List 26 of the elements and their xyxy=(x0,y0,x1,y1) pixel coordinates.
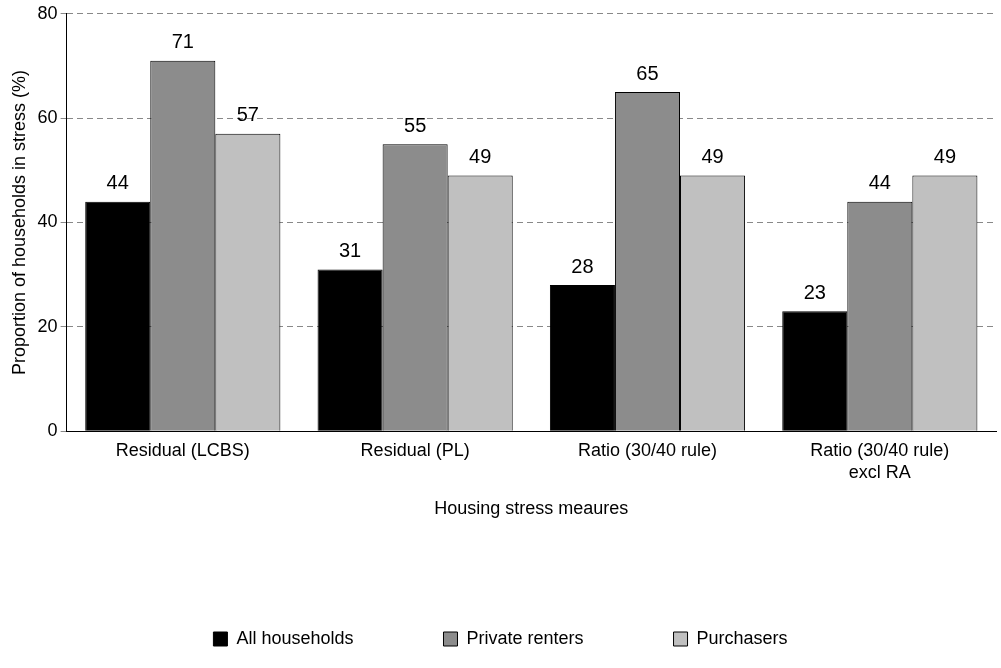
data-label: 65 xyxy=(636,61,659,84)
data-label: 49 xyxy=(469,145,492,168)
data-label: 23 xyxy=(803,280,826,303)
x-tick-label: Ratio (30/40 rule) excl RA xyxy=(810,439,950,482)
y-tick-label: 80 xyxy=(37,2,58,23)
data-label: 28 xyxy=(571,254,594,277)
legend-label: Purchasers xyxy=(696,627,788,648)
y-tick-label: 0 xyxy=(47,420,58,441)
data-label: 71 xyxy=(171,30,194,53)
legend-label: All households xyxy=(236,627,354,648)
x-tick-label: Residual (PL) xyxy=(360,439,470,460)
data-label: 44 xyxy=(106,171,129,194)
x-axis-title: Housing stress meaures xyxy=(434,498,629,519)
y-tick-label: 60 xyxy=(37,107,58,128)
data-label: 44 xyxy=(868,171,891,194)
x-tick-label: Residual (LCBS) xyxy=(115,439,250,460)
y-tick-label: 40 xyxy=(37,211,58,232)
data-label: 31 xyxy=(338,238,362,261)
data-label: 55 xyxy=(404,113,427,136)
data-label: 57 xyxy=(236,103,259,126)
legend-label: Private renters xyxy=(466,627,584,648)
x-tick-label: Ratio (30/40 rule) xyxy=(577,439,718,460)
y-tick-label: 20 xyxy=(37,315,58,336)
data-label: 49 xyxy=(933,145,957,168)
y-axis-title: Proportion of households in stress (%) xyxy=(8,69,29,376)
data-label: 49 xyxy=(701,145,724,168)
